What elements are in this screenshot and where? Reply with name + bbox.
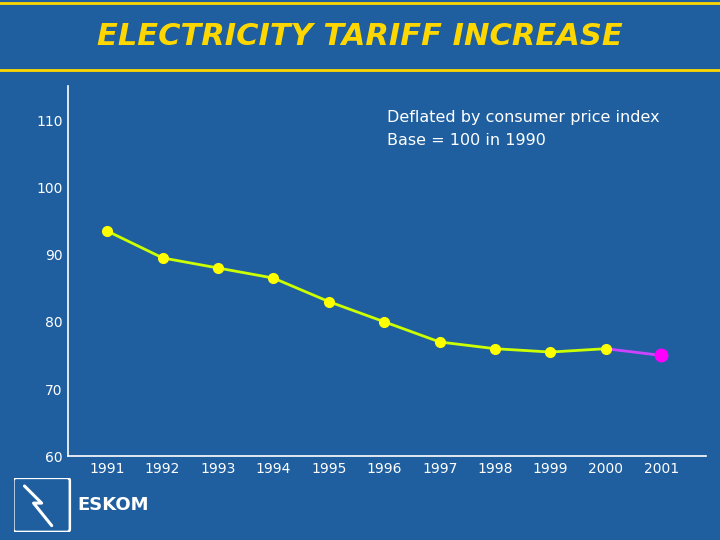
Text: Deflated by consumer price index
Base = 100 in 1990: Deflated by consumer price index Base = … [387,111,660,147]
Text: ESKOM: ESKOM [77,496,148,514]
Text: ELECTRICITY TARIFF INCREASE: ELECTRICITY TARIFF INCREASE [97,22,623,51]
FancyBboxPatch shape [14,478,70,532]
